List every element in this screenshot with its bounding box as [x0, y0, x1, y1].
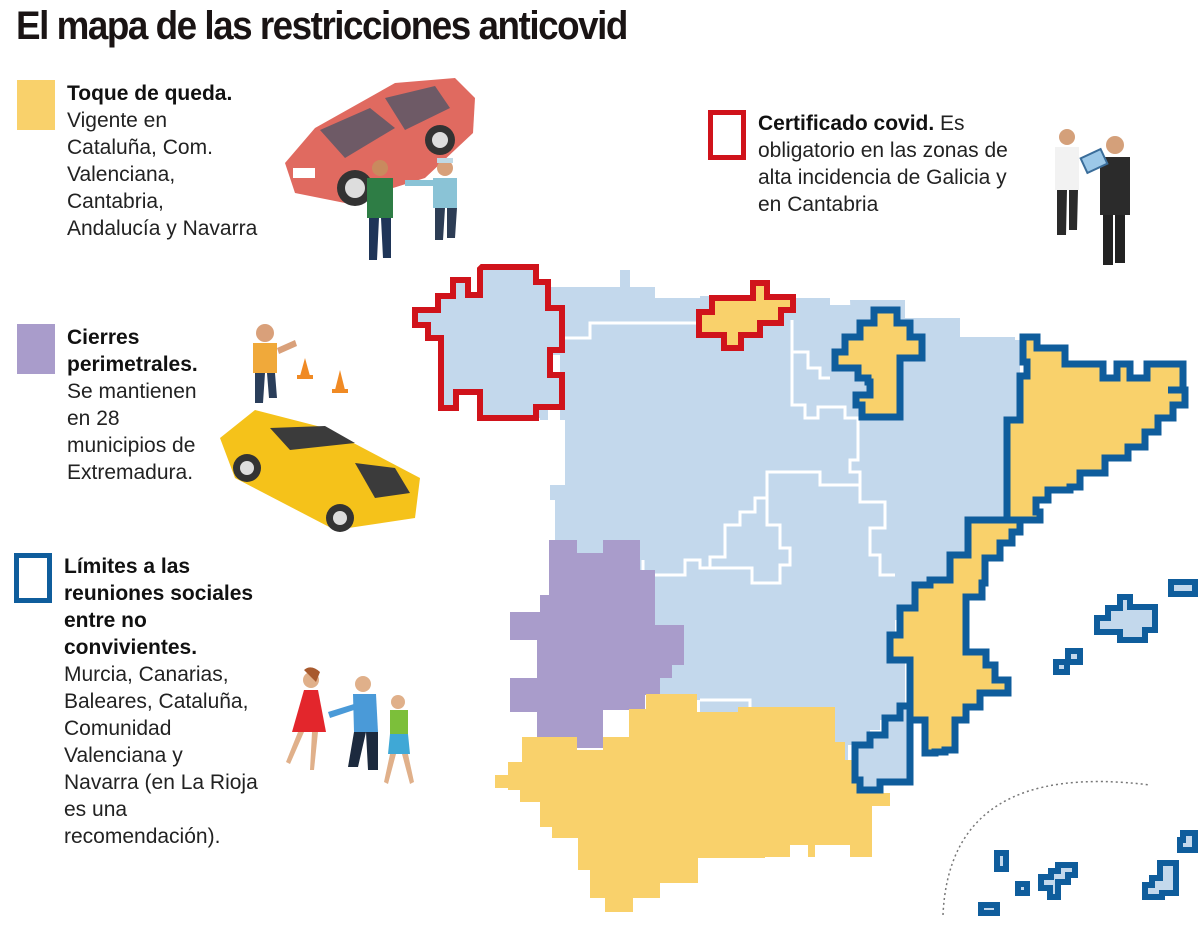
legend-certificate-text: Certificado covid. Es obligatorio en las… — [758, 110, 1078, 218]
traffic-control-illustration — [220, 324, 420, 532]
dancer-green-top-icon — [384, 695, 414, 784]
legend-perimeter-heading: perimetrales. — [67, 353, 198, 376]
legend-curfew-line: Valenciana, — [67, 163, 176, 186]
traffic-officer-icon — [253, 324, 297, 403]
legend-meetings-text: Límites a las reuniones sociales entre n… — [64, 553, 258, 850]
legend-meetings-line: Murcia, Canarias, — [64, 663, 229, 686]
legend-perimeter-line: Se mantienen — [67, 380, 197, 403]
island-menorca — [1168, 579, 1198, 597]
dancer-blue-shirt-icon — [328, 676, 378, 770]
businessman-white-shirt-icon — [1055, 129, 1079, 235]
legend-meetings-line: Valenciana y — [64, 744, 183, 767]
island-fuerteventura-lanzarote — [1177, 830, 1198, 853]
legend-perimeter-line: municipios de — [67, 434, 196, 457]
police-officer-icon — [405, 158, 457, 240]
legend-curfew-line: Cantabria, — [67, 190, 164, 213]
driver-person-icon — [367, 160, 393, 260]
legend-meetings-heading: Límites a las — [64, 555, 191, 578]
region-baleares — [1053, 579, 1198, 675]
legend-meetings-line: es una — [64, 798, 128, 821]
legend-meetings-line: Comunidad — [64, 717, 172, 740]
canarias-inset-arc — [942, 780, 1151, 916]
traffic-cone-icon — [297, 358, 348, 393]
legend-meetings-line: recomendación). — [64, 825, 221, 848]
businessman-suit-icon — [1079, 136, 1130, 265]
page-title: El mapa de las restricciones anticovid — [16, 4, 628, 48]
legend-perimeter-line: en 28 — [67, 407, 120, 430]
curfew-swatch — [17, 80, 55, 130]
yellow-car-icon — [220, 410, 420, 532]
legend-curfew-line: Cataluña, Com. — [67, 136, 213, 159]
legend-certificate-line: en Cantabria — [758, 193, 879, 216]
region-galicia — [412, 264, 565, 421]
island-el-hierro — [978, 902, 1000, 916]
legend-certificate-line: obligatorio en las zonas de — [758, 139, 1008, 162]
region-navarra — [831, 306, 926, 421]
tablet-icon — [1079, 147, 1109, 175]
region-extremadura — [510, 540, 684, 748]
legend-certificate-line: Es — [934, 112, 965, 135]
region-cantabria — [696, 280, 796, 351]
legend-perimeter-heading: Cierres — [67, 326, 140, 349]
island-tenerife — [1038, 862, 1078, 900]
island-la-palma — [994, 850, 1009, 872]
legend-meetings-heading: convivientes. — [64, 636, 198, 659]
region-base-east — [800, 300, 1020, 730]
businessmen-tablet-illustration — [1055, 129, 1130, 265]
dancer-red-dress-icon — [286, 667, 326, 770]
legend-perimeter-text: Cierres perimetrales. Se mantienen en 28… — [67, 324, 198, 486]
legend-perimeter-line: Extremadura. — [67, 461, 194, 484]
legend-curfew-text: Toque de queda. Vigente en Cataluña, Com… — [67, 80, 257, 242]
legend-certificate-heading: Certificado covid. — [758, 112, 935, 135]
island-la-gomera — [1015, 881, 1030, 896]
legend-meetings-heading: entre no — [64, 609, 147, 632]
red-car-police-illustration — [285, 78, 475, 260]
perimeter-swatch — [17, 324, 55, 374]
legend-meetings-line: Baleares, Cataluña, — [64, 690, 249, 713]
region-valenciana — [886, 516, 1024, 757]
island-formentera — [1053, 659, 1070, 675]
red-car-icon — [285, 78, 475, 206]
region-canarias — [978, 830, 1198, 916]
legend-meetings-heading: reuniones sociales — [64, 582, 254, 605]
dancing-people-illustration — [286, 667, 414, 784]
legend-curfew-line: Vigente en — [67, 109, 168, 132]
island-ibiza — [1065, 648, 1083, 665]
certificate-swatch — [708, 110, 746, 160]
island-gran-canaria — [1142, 860, 1179, 900]
legend-curfew-line: Andalucía y Navarra — [67, 217, 258, 240]
meetings-swatch — [14, 553, 52, 603]
region-cataluna — [1003, 333, 1189, 524]
legend-certificate-line: alta incidencia de Galicia y — [758, 166, 1007, 189]
legend-curfew-heading: Toque de queda. — [67, 82, 233, 105]
region-andalucia — [495, 694, 890, 912]
legend-meetings-line: Navarra (en La Rioja — [64, 771, 258, 794]
island-mallorca — [1094, 594, 1158, 643]
